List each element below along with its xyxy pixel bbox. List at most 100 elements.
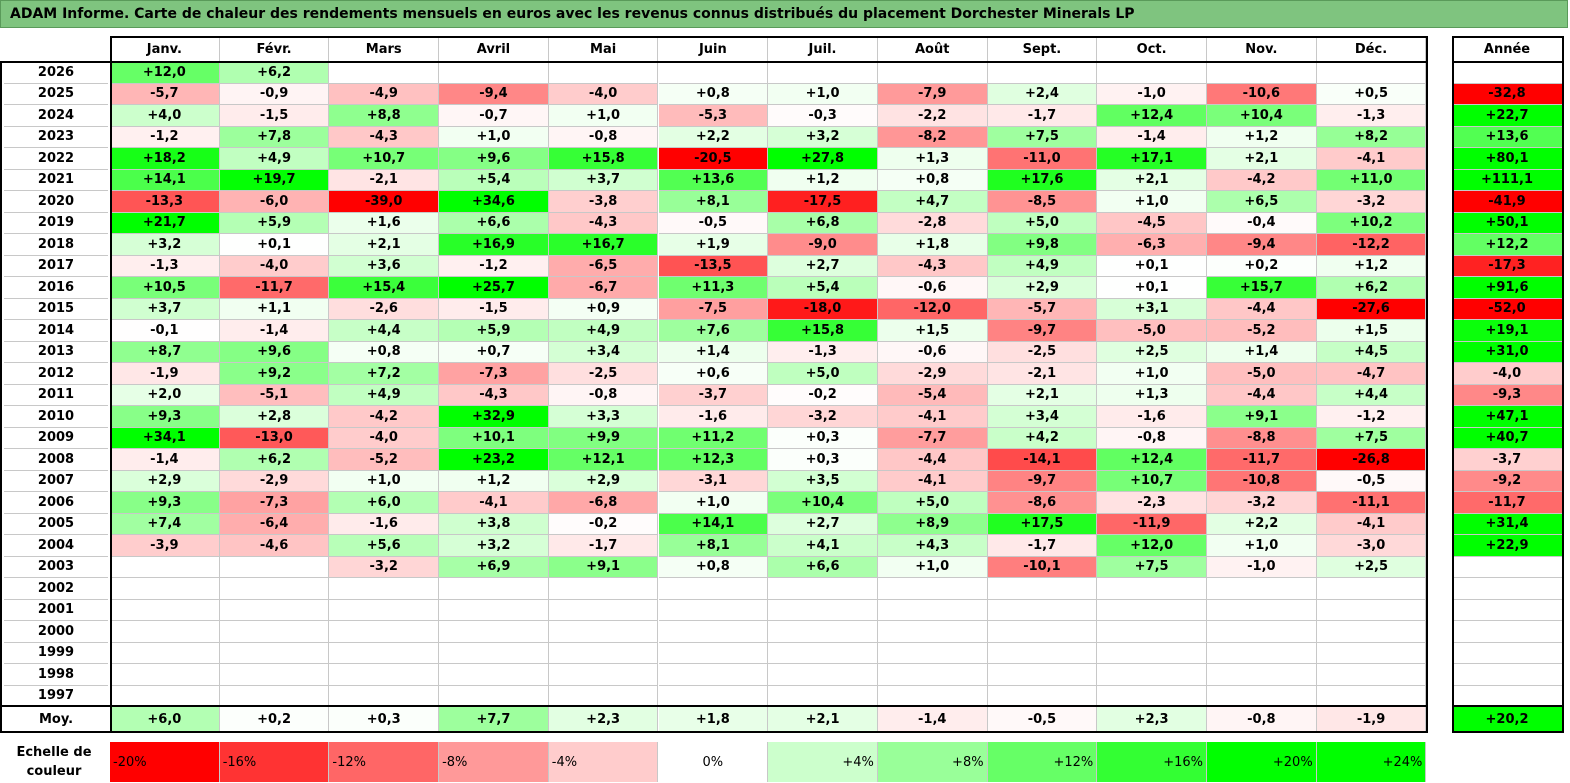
heatmap-cell: -1,4 — [1097, 126, 1207, 148]
heatmap-cell: +21,7 — [110, 212, 220, 234]
heatmap-cell: +3,4 — [987, 406, 1098, 428]
year-label: 2018 — [4, 234, 108, 256]
heatmap-cell: -13,5 — [658, 255, 769, 277]
annual-cell: -4,0 — [1452, 363, 1562, 385]
year-label: 2021 — [4, 170, 108, 191]
heatmap-cell — [439, 62, 549, 84]
heatmap-cell: +0,3 — [768, 427, 878, 449]
heatmap-cell — [658, 599, 769, 621]
heatmap-cell — [110, 599, 220, 621]
heatmap-cell — [768, 664, 878, 686]
heatmap-cell: +4,7 — [877, 191, 988, 213]
heatmap-cell: +0,6 — [658, 363, 769, 385]
heatmap-cell: +3,4 — [548, 341, 659, 363]
heatmap-cell: +10,4 — [1207, 105, 1317, 127]
heatmap-cell — [439, 599, 549, 621]
heatmap-cell: -4,0 — [548, 83, 659, 105]
heatmap-cell — [1316, 578, 1427, 600]
heatmap-cell: -13,0 — [219, 427, 330, 449]
heatmap-cell: -10,1 — [987, 556, 1098, 578]
annual-cell: -17,3 — [1452, 255, 1562, 277]
heatmap-cell: -11,9 — [1097, 513, 1207, 535]
heatmap-cell: +2,8 — [219, 406, 330, 428]
heatmap-cell: -0,3 — [768, 105, 878, 127]
color-scale-stop: +20% — [1207, 742, 1317, 782]
year-label: 2004 — [4, 535, 108, 557]
heatmap-cell: +7,8 — [219, 126, 330, 148]
heatmap-cell — [219, 556, 330, 578]
heatmap-cell: +5,9 — [219, 212, 330, 234]
annual-cell: +22,9 — [1452, 535, 1562, 557]
heatmap-cell: +3,7 — [110, 298, 220, 320]
heatmap-cell: -1,7 — [548, 535, 659, 557]
heatmap-cell: -3,9 — [110, 535, 220, 557]
heatmap-cell — [110, 664, 220, 686]
heatmap-cell: +5,9 — [439, 320, 549, 342]
heatmap-cell: -13,3 — [110, 191, 220, 213]
heatmap-cell: +2,2 — [658, 126, 769, 148]
heatmap-cell — [1097, 599, 1207, 621]
heatmap-cell: +2,1 — [987, 384, 1098, 406]
heatmap-cell: -4,1 — [877, 470, 988, 492]
heatmap-cell: +0,3 — [768, 449, 878, 471]
heatmap-cell: +14,1 — [110, 169, 220, 191]
month-header: Nov. — [1207, 37, 1317, 62]
heatmap-cell: +8,8 — [329, 105, 440, 127]
heatmap-cell: +4,9 — [219, 148, 330, 170]
heatmap-cell: -6,5 — [548, 255, 659, 277]
heatmap-cell: +1,9 — [658, 234, 769, 256]
annual-cell: -52,0 — [1452, 298, 1562, 320]
heatmap-cell: +0,8 — [658, 83, 769, 105]
year-label: 1999 — [4, 643, 108, 664]
heatmap-cell: +2,2 — [1207, 513, 1317, 535]
heatmap-cell — [987, 642, 1098, 664]
heatmap-cell: +6,6 — [439, 212, 549, 234]
year-label: 2006 — [4, 492, 108, 514]
heatmap-cell: -4,5 — [1097, 212, 1207, 234]
heatmap-cell — [548, 685, 659, 707]
heatmap-cell: +6,0 — [329, 492, 440, 514]
heatmap-cell: -6,0 — [219, 191, 330, 213]
heatmap-cell: -1,2 — [110, 126, 220, 148]
month-header: Juin — [659, 37, 769, 62]
heatmap-cell: +7,5 — [1097, 556, 1207, 578]
heatmap-cell — [219, 578, 330, 600]
heatmap-cell: +23,2 — [439, 449, 549, 471]
year-label: 2009 — [4, 428, 108, 449]
heatmap-cell: +19,7 — [219, 169, 330, 191]
heatmap-cell: +12,4 — [1097, 449, 1207, 471]
heatmap-cell: -4,3 — [329, 126, 440, 148]
heatmap-cell — [548, 599, 659, 621]
heatmap-cell: -4,1 — [1316, 148, 1427, 170]
heatmap-cell: +1,2 — [1316, 255, 1427, 277]
heatmap-cell: +12,0 — [1097, 535, 1207, 557]
heatmap-cell — [877, 621, 988, 643]
heatmap-cell: +9,1 — [1207, 406, 1317, 428]
heatmap-cell — [1207, 685, 1317, 707]
heatmap-cell: -0,7 — [439, 105, 549, 127]
heatmap-cell: +12,0 — [110, 62, 220, 84]
heatmap-cell: -10,8 — [1207, 470, 1317, 492]
heatmap-cell: -6,3 — [1097, 234, 1207, 256]
heatmap-cell: -2,1 — [987, 363, 1098, 385]
heatmap-cell: +5,4 — [439, 169, 549, 191]
heatmap-cell: -6,8 — [548, 492, 659, 514]
year-label: 2010 — [4, 406, 108, 428]
heatmap-cell: -3,2 — [329, 556, 440, 578]
heatmap-cell: +1,0 — [1097, 191, 1207, 213]
annual-cell — [1452, 621, 1562, 643]
heatmap-cell — [1097, 621, 1207, 643]
heatmap-cell — [658, 62, 769, 84]
heatmap-cell: -11,0 — [987, 148, 1098, 170]
heatmap-cell: -4,1 — [439, 492, 549, 514]
heatmap-cell — [219, 685, 330, 707]
color-scale-label: Echelle de couleur — [4, 742, 104, 782]
heatmap-cell: +3,7 — [548, 169, 659, 191]
heatmap-cell: -8,8 — [1207, 427, 1317, 449]
heatmap-cell: -17,5 — [768, 191, 878, 213]
heatmap-cell: +8,9 — [877, 513, 988, 535]
heatmap-cell — [987, 664, 1098, 686]
heatmap-cell: +6,9 — [439, 556, 549, 578]
heatmap-cell: -1,6 — [329, 513, 440, 535]
heatmap-cell: +7,4 — [110, 513, 220, 535]
